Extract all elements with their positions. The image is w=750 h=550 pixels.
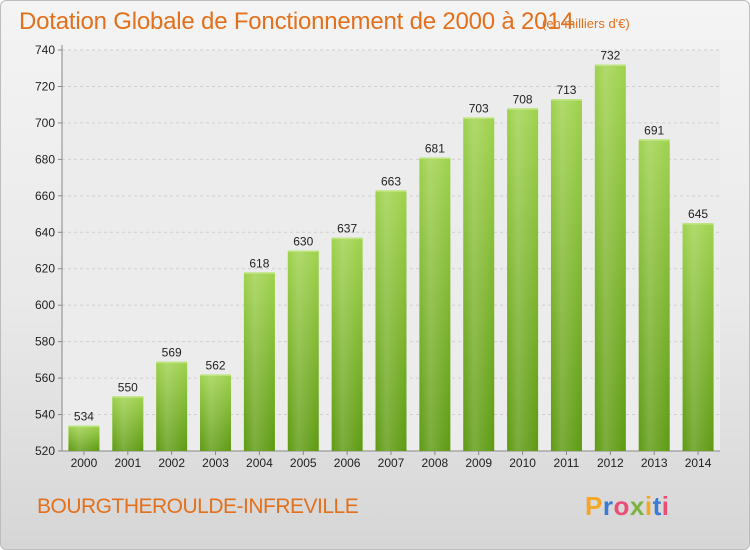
- bar-highlight: [287, 250, 319, 451]
- bar-value-label: 534: [74, 409, 94, 423]
- x-tick-label: 2001: [114, 456, 141, 470]
- bar-value-label: 708: [513, 92, 533, 106]
- logo-letter: x: [629, 491, 645, 521]
- x-tick-label: 2008: [422, 456, 449, 470]
- bar-value-label: 732: [600, 49, 620, 63]
- logo-letter: i: [661, 491, 670, 521]
- bar-highlight: [200, 374, 232, 451]
- bar-value-label: 637: [337, 222, 357, 236]
- bar-value-label: 681: [425, 142, 445, 156]
- bars: [68, 64, 714, 452]
- logo-letter: i: [644, 491, 653, 521]
- bar-value-label: 691: [644, 123, 664, 137]
- x-tick-label: 2002: [158, 456, 185, 470]
- y-tick-labels: 520 540 560 580 600 620 640 660 680 700 720 740: [35, 43, 55, 458]
- bar-highlight: [682, 223, 714, 451]
- chart-unit: (en milliers d'€): [542, 16, 630, 31]
- bar-value-label: 569: [162, 346, 182, 360]
- y-tick-label: 600: [35, 298, 55, 312]
- bar-top-edge: [375, 190, 407, 192]
- bar-top-edge: [68, 425, 100, 427]
- x-tick-labels: 2000 2001 2002 2003 2004 2005 2006 2007 2008 2009…: [71, 456, 712, 470]
- y-tick-label: 640: [35, 225, 55, 239]
- x-tick-label: 2010: [509, 456, 536, 470]
- y-tick-label: 560: [35, 371, 55, 385]
- bar-highlight: [375, 190, 407, 451]
- bar-top-edge: [243, 272, 275, 274]
- bar-top-edge: [507, 108, 539, 110]
- bar-top-edge: [112, 396, 144, 398]
- bar-highlight: [419, 157, 451, 452]
- bar-value-label: 645: [688, 207, 708, 221]
- bar-value-label: 618: [249, 256, 269, 270]
- value-labels: 534 550 569 562 618 630 637 663 681 703 708 713 732 6…: [74, 49, 708, 424]
- bar-highlight: [594, 64, 626, 451]
- bar-highlight: [243, 272, 275, 451]
- x-tick-label: 2012: [597, 456, 624, 470]
- x-tick-label: 2013: [641, 456, 668, 470]
- x-tick-label: 2005: [290, 456, 317, 470]
- y-tick-label: 620: [35, 262, 55, 276]
- y-tick-label: 700: [35, 116, 55, 130]
- bar-value-label: 703: [469, 101, 489, 115]
- bar-top-edge: [682, 223, 714, 225]
- x-tick-label: 2014: [685, 456, 712, 470]
- chart-title: Dotation Globale de Fonctionnement de 20…: [19, 8, 574, 35]
- bar-highlight: [507, 108, 539, 451]
- bar-top-edge: [419, 157, 451, 160]
- y-tick-label: 660: [35, 189, 55, 203]
- bar-value-label: 713: [556, 83, 576, 97]
- x-tick-label: 2009: [465, 456, 492, 470]
- bar-highlight: [463, 117, 495, 451]
- proxiti-logo: Proxiti: [585, 491, 669, 522]
- x-tick-label: 2011: [554, 456, 580, 470]
- x-tick-label: 2000: [71, 456, 98, 470]
- bar-highlight: [112, 396, 144, 451]
- bar-top-edge: [463, 117, 495, 119]
- bar-value-label: 550: [118, 380, 138, 394]
- logo-letter: t: [652, 491, 662, 521]
- y-tick-label: 720: [35, 79, 55, 93]
- bar-highlight: [68, 425, 100, 451]
- y-tick-label: 740: [35, 43, 55, 57]
- bar-top-edge: [287, 250, 319, 252]
- x-tick-label: 2004: [246, 456, 273, 470]
- bar-top-edge: [200, 374, 232, 376]
- y-tick-label: 540: [35, 408, 55, 422]
- y-tick-label: 680: [35, 152, 55, 166]
- logo-letter: P: [585, 491, 603, 521]
- x-tick-label: 2003: [202, 456, 229, 470]
- bar-top-edge: [550, 99, 582, 101]
- bar-top-edge: [331, 237, 363, 240]
- bar-top-edge: [156, 361, 188, 364]
- y-tick-label: 580: [35, 335, 55, 349]
- logo-letter: r: [602, 491, 614, 521]
- bar-value-label: 630: [293, 235, 313, 249]
- bar-highlight: [638, 139, 670, 451]
- x-tick-label: 2006: [334, 456, 361, 470]
- y-tick-label: 520: [35, 444, 55, 458]
- bar-top-edge: [638, 139, 670, 141]
- logo-letter: o: [613, 491, 630, 521]
- bar-highlight: [550, 99, 582, 452]
- bar-highlight: [331, 237, 363, 451]
- commune-name: BOURGTHEROULDE-INFREVILLE: [37, 495, 359, 518]
- bar-value-label: 562: [206, 358, 226, 372]
- x-tick-label: 2007: [378, 456, 405, 470]
- bar-value-label: 663: [381, 174, 401, 188]
- bar-highlight: [156, 361, 188, 451]
- bar-top-edge: [594, 64, 626, 67]
